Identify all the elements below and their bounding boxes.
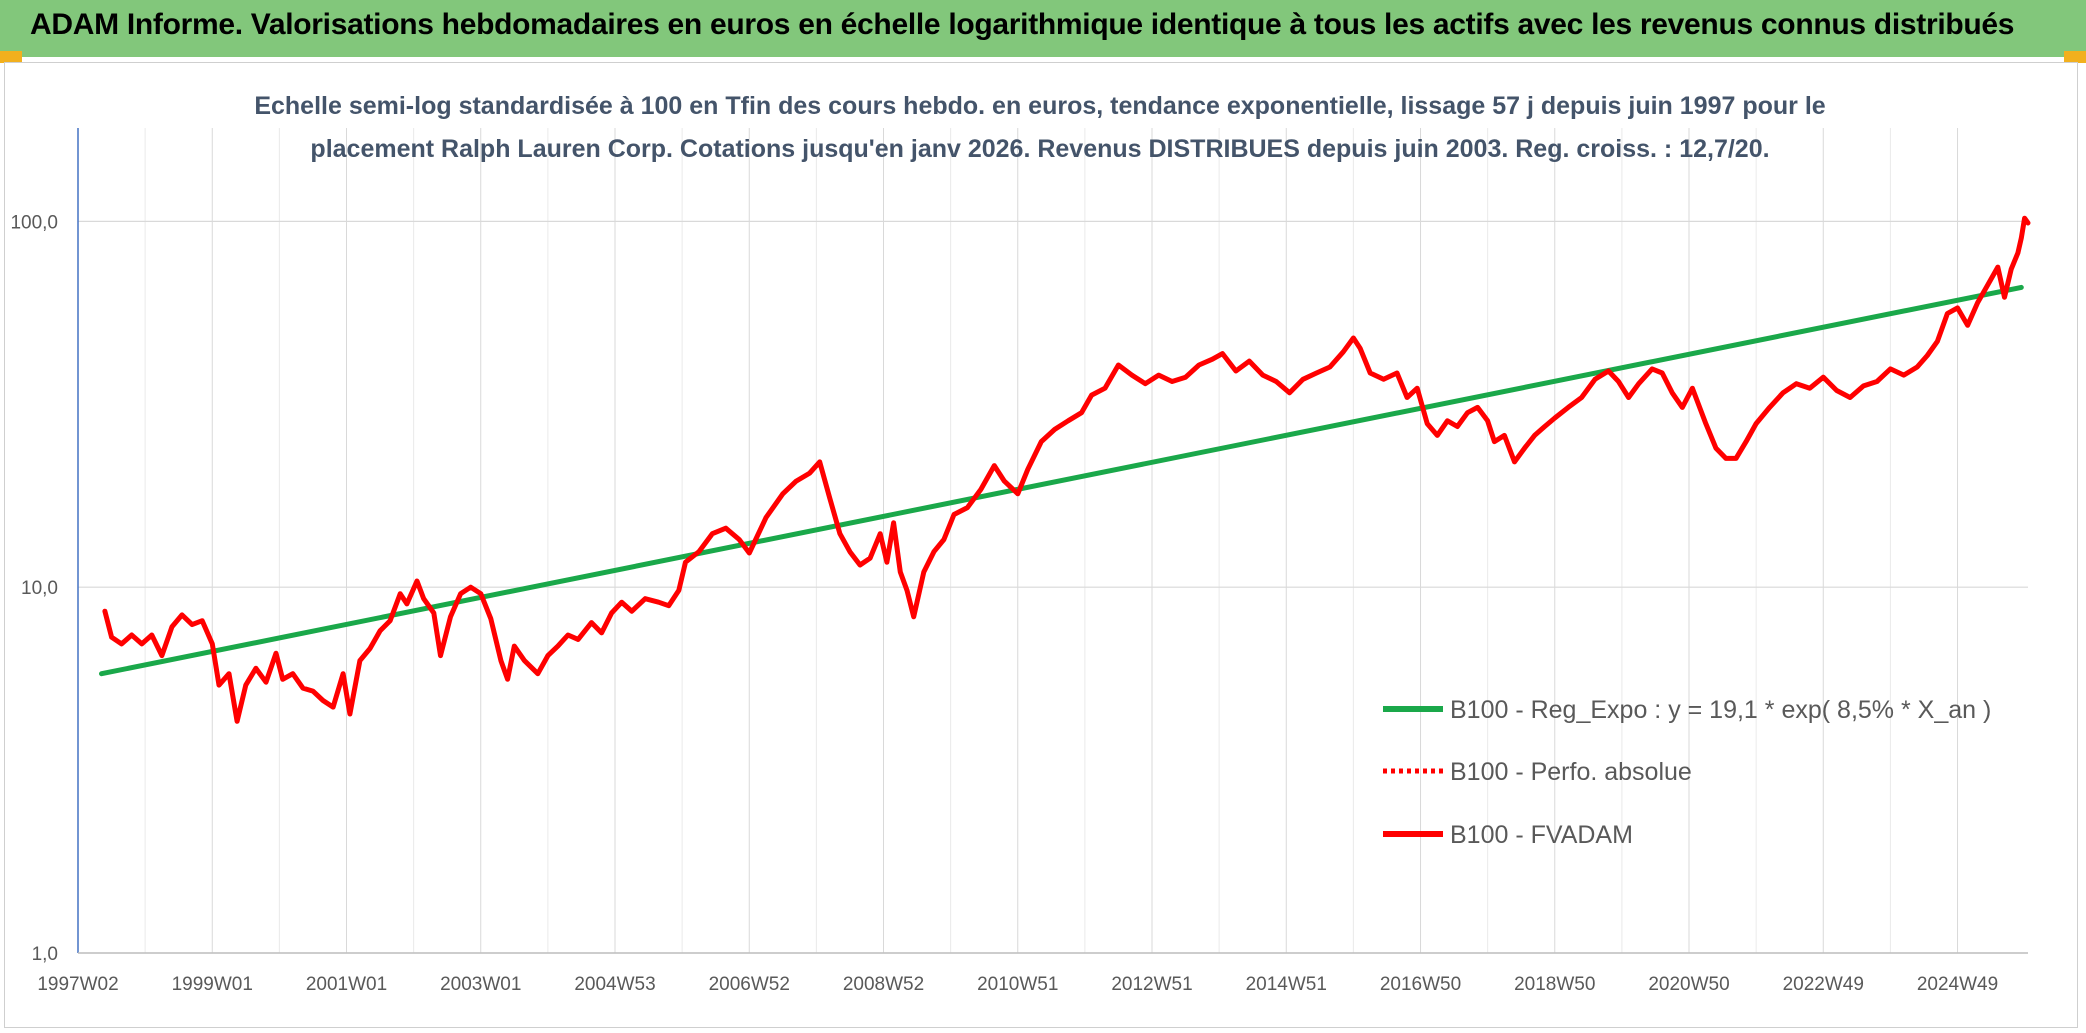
- x-tick-label: 1999W01: [172, 974, 253, 995]
- x-tick-label: 2004W53: [574, 974, 655, 995]
- x-tick-label: 2024W49: [1917, 974, 1998, 995]
- series-line-0: [99, 284, 2024, 677]
- y-tick-label: 1,0: [32, 944, 58, 965]
- grid: [77, 128, 2028, 954]
- corner-marker-left: [0, 51, 22, 63]
- tick-labels: 1997W02 1999W01 2001W01 2003W01 2004W53 2006W…: [10, 212, 1998, 995]
- chart-subtitle-line-2: placement Ralph Lauren Corp. Cotations j…: [310, 135, 1769, 163]
- x-tick-label: 2012W51: [1111, 974, 1192, 995]
- x-tick-label: 2018W50: [1514, 974, 1595, 995]
- legend-label-fvadam: B100 - FVADAM: [1450, 821, 1633, 849]
- series-line-2: [102, 215, 2031, 724]
- x-tick-label: 2006W52: [709, 974, 790, 995]
- legend: B100 - Reg_Expo : y = 19,1 * exp( 8,5% *…: [1383, 696, 1991, 849]
- series: [99, 215, 2031, 724]
- legend-item-fvadam: B100 - FVADAM: [1383, 821, 1633, 849]
- x-tick-label: 2020W50: [1648, 974, 1729, 995]
- x-tick-label: 2001W01: [306, 974, 387, 995]
- y-tick-label: 10,0: [21, 578, 58, 599]
- header-banner: ADAM Informe. Valorisations hebdomadaire…: [0, 0, 2086, 59]
- x-tick-label: 2022W49: [1783, 974, 1864, 995]
- x-tick-label: 2008W52: [843, 974, 924, 995]
- page-title: ADAM Informe. Valorisations hebdomadaire…: [30, 8, 2015, 41]
- x-tick-label: 2014W51: [1246, 974, 1327, 995]
- y-tick-label: 100,0: [10, 212, 58, 233]
- legend-item-perfo-absolue: B100 - Perfo. absolue: [1383, 758, 1692, 786]
- x-tick-label: 2003W01: [440, 974, 521, 995]
- legend-label-reg-expo: B100 - Reg_Expo : y = 19,1 * exp( 8,5% *…: [1450, 696, 1991, 724]
- legend-label-perfo-absolue: B100 - Perfo. absolue: [1450, 758, 1692, 786]
- corner-marker-right: [2064, 51, 2086, 63]
- chart-subtitle-line-1: Echelle semi-log standardisée à 100 en T…: [254, 92, 1825, 120]
- x-tick-label: 2010W51: [977, 974, 1058, 995]
- x-tick-label: 1997W02: [37, 974, 118, 995]
- chart-frame: [4, 62, 2078, 1028]
- axes: [77, 128, 2028, 954]
- legend-item-reg-expo: B100 - Reg_Expo : y = 19,1 * exp( 8,5% *…: [1383, 696, 1991, 724]
- x-tick-label: 2016W50: [1380, 974, 1461, 995]
